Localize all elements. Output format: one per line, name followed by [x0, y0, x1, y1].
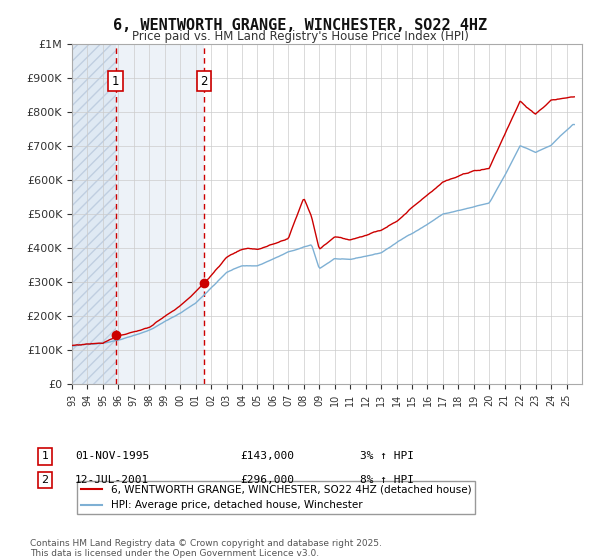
Text: 2: 2	[41, 475, 49, 485]
Bar	[72, 44, 116, 384]
Text: 1: 1	[41, 451, 49, 461]
Text: 8% ↑ HPI: 8% ↑ HPI	[360, 475, 414, 485]
Text: £143,000: £143,000	[240, 451, 294, 461]
Text: 3% ↑ HPI: 3% ↑ HPI	[360, 451, 414, 461]
Text: Price paid vs. HM Land Registry's House Price Index (HPI): Price paid vs. HM Land Registry's House …	[131, 30, 469, 43]
Text: Contains HM Land Registry data © Crown copyright and database right 2025.
This d: Contains HM Land Registry data © Crown c…	[30, 539, 382, 558]
Bar	[116, 44, 204, 384]
Text: 1: 1	[112, 74, 119, 87]
Text: 2: 2	[200, 74, 208, 87]
Legend: 6, WENTWORTH GRANGE, WINCHESTER, SO22 4HZ (detached house), HPI: Average price, : 6, WENTWORTH GRANGE, WINCHESTER, SO22 4H…	[77, 481, 475, 514]
Text: £296,000: £296,000	[240, 475, 294, 485]
Text: 6, WENTWORTH GRANGE, WINCHESTER, SO22 4HZ: 6, WENTWORTH GRANGE, WINCHESTER, SO22 4H…	[113, 18, 487, 33]
Text: 12-JUL-2001: 12-JUL-2001	[75, 475, 149, 485]
Text: 01-NOV-1995: 01-NOV-1995	[75, 451, 149, 461]
